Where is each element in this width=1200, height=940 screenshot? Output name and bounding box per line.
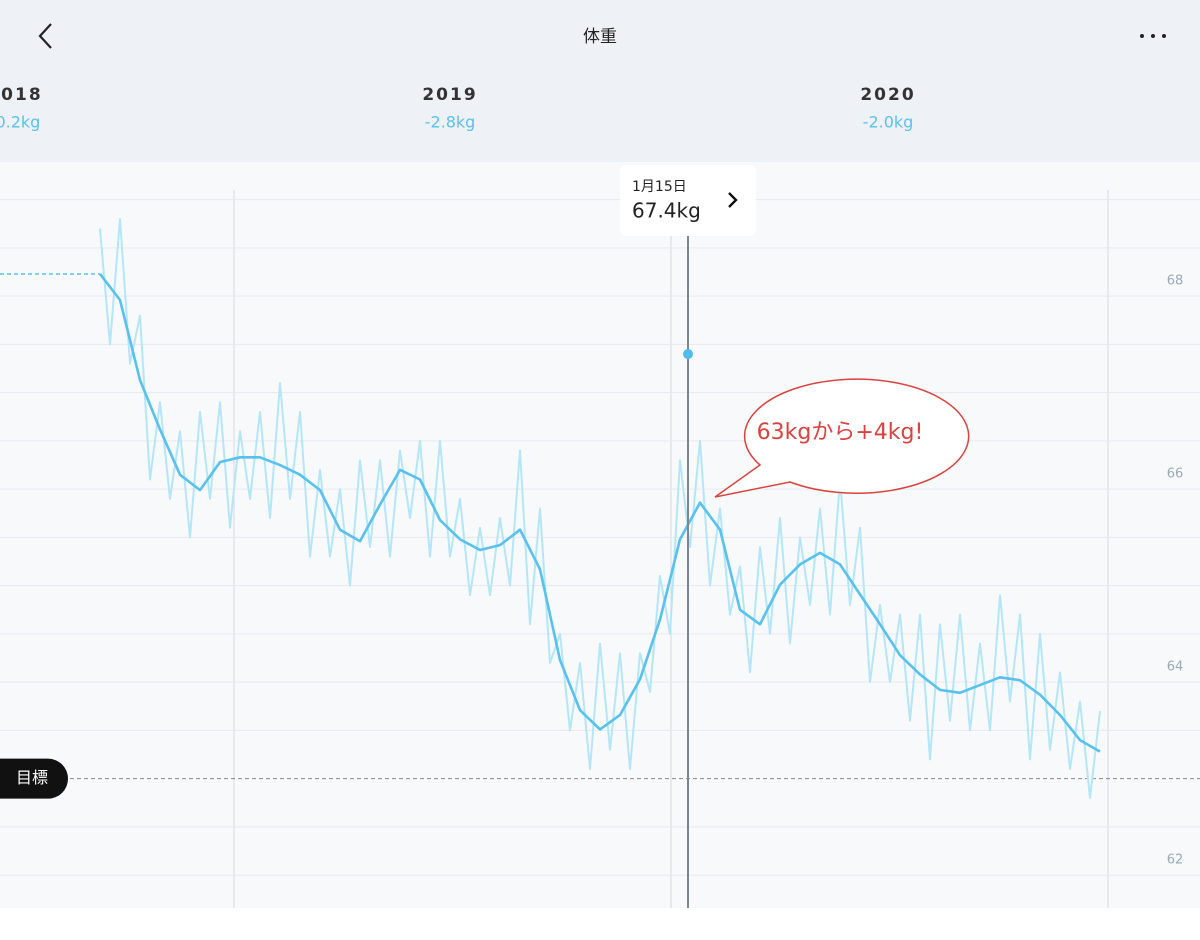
overlay: 1月15日 67.4kg 63kgから+4kg! [620,165,970,498]
y-tick-label: 62 [1167,853,1184,868]
dot [1151,34,1155,38]
year-label[interactable]: 2018 [0,85,43,105]
selected-point [683,349,693,360]
raw-weight-line [99,217,1101,799]
tooltip-date: 1月15日 [632,179,687,195]
trend-line [98,273,1101,753]
dot [1140,34,1144,38]
year-label[interactable]: 2020 [860,85,915,105]
y-tick-label: 64 [1167,660,1184,675]
goal-label: 目標 [16,768,48,787]
dot [1162,34,1166,38]
tooltip-value: 67.4kg [632,199,701,223]
header-bg [0,0,1200,162]
chart-bg [0,162,1200,908]
goal-pill [0,758,68,799]
year-label[interactable]: 2019 [422,85,477,105]
y-tick-label: 66 [1167,467,1184,482]
plot: 62 64 66 68 目標 [0,199,1200,908]
back-button[interactable] [38,23,52,49]
year-change: -2.8kg [425,113,476,132]
year-change: -2.0kg [863,113,914,132]
more-button[interactable] [1140,34,1166,38]
year-change: -0.2kg [0,113,40,132]
tooltip-chevron [728,192,738,208]
tooltip-box[interactable] [620,165,756,236]
y-tick-label: 68 [1167,274,1184,289]
annotation: 63kgから+4kg! [757,420,924,445]
page-title: 体重 [583,27,617,47]
speech-bubble [714,378,970,498]
